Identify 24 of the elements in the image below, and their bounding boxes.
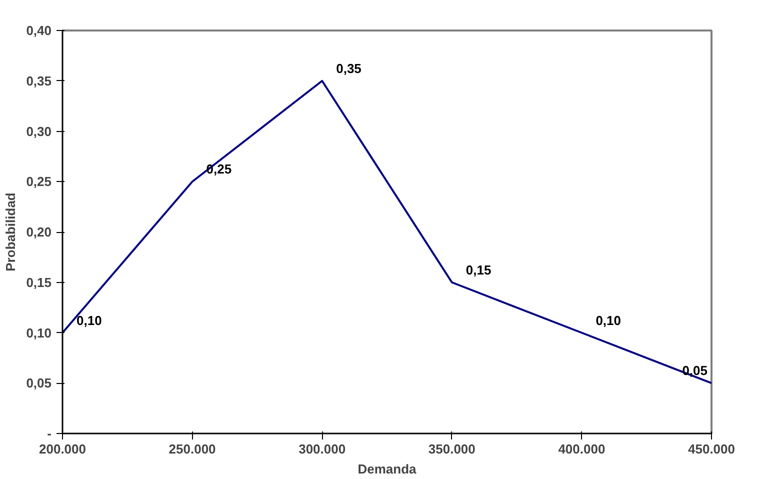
- x-tick-label: 450.000: [688, 442, 736, 456]
- x-tick-label: 250.000: [168, 442, 216, 456]
- data-label: 0,05: [682, 363, 708, 378]
- y-tick-label: 0,30: [26, 124, 52, 139]
- y-tick-label: -: [47, 426, 52, 441]
- x-tick-label: 400.000: [558, 442, 606, 456]
- x-tick-label: 200.000: [39, 442, 86, 456]
- y-axis-title: Probabilidad: [3, 192, 18, 272]
- data-label: 0,25: [206, 162, 232, 177]
- y-tick-label: 0,35: [26, 73, 52, 88]
- data-label: 0,10: [596, 312, 622, 328]
- y-tick-label: 0,20: [26, 224, 52, 240]
- y-tick-label: 0,10: [26, 325, 52, 340]
- y-tick-label: 0,05: [26, 376, 52, 391]
- data-label: 0,15: [466, 262, 492, 278]
- y-tick-label: 0,25: [26, 174, 52, 190]
- y-tick-label: 0,15: [26, 274, 52, 290]
- x-tick-label: 350.000: [428, 442, 476, 456]
- y-tick-label: 0,40: [26, 23, 52, 38]
- x-tick-label: 300.000: [298, 442, 346, 456]
- x-axis-title: Demanda: [358, 462, 418, 476]
- line-series: [62, 80, 712, 384]
- data-label: 0,10: [76, 312, 102, 328]
- data-label: 0,35: [336, 60, 362, 76]
